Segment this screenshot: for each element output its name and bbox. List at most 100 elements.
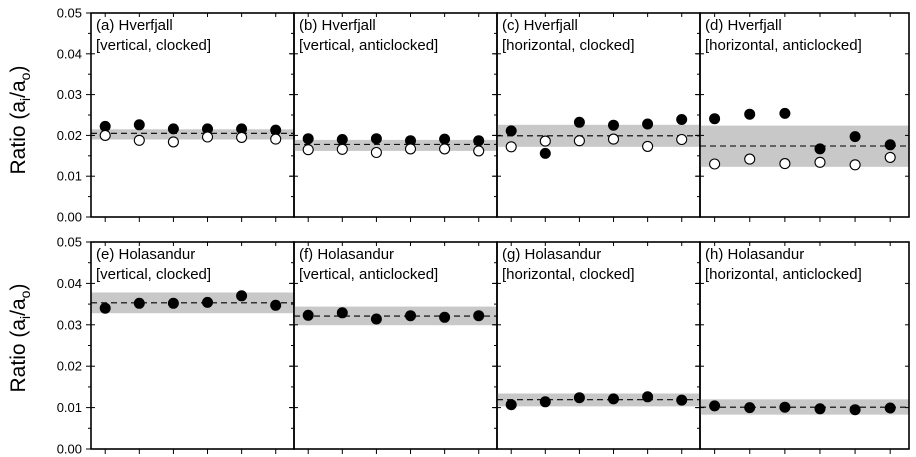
- y-tick-label: 0.04: [57, 46, 82, 61]
- y-tick-label: 0.04: [57, 276, 82, 291]
- filled-point: [99, 302, 111, 314]
- svg-text:Ratio (ai/ao): Ratio (ai/ao): [7, 66, 33, 175]
- panel-title-line1: (e) Holasandur: [96, 246, 195, 263]
- panel-title-line2: [vertical, anticlocked]: [299, 266, 438, 283]
- open-point: [201, 131, 214, 143]
- open-point: [505, 141, 517, 153]
- open-point: [302, 144, 314, 156]
- filled-point: [439, 311, 451, 323]
- y-tick-label: 0.05: [57, 6, 82, 21]
- filled-point: [270, 299, 282, 311]
- filled-point: [676, 114, 688, 125]
- panel-title-line2: [horizontal, clocked]: [502, 266, 635, 283]
- filled-point: [642, 391, 654, 403]
- filled-point: [370, 313, 382, 325]
- filled-point: [133, 119, 145, 131]
- filled-point: [814, 143, 826, 155]
- panel-title-line2: [vertical, anticlocked]: [299, 37, 438, 54]
- filled-point: [167, 123, 179, 135]
- panel-title-line1: (f) Holasandur: [299, 246, 394, 263]
- open-point: [133, 134, 145, 146]
- panel-4: (d) Hverfjall [horizontal, anticlocked]: [695, 12, 910, 222]
- open-point: [573, 135, 585, 147]
- open-point: [236, 131, 248, 143]
- panel-title-line1: (d) Hverfjall: [705, 17, 782, 34]
- filled-point: [884, 139, 896, 151]
- filled-point: [539, 396, 551, 408]
- filled-point: [302, 133, 314, 145]
- filled-point: [439, 133, 451, 145]
- filled-point: [336, 307, 348, 319]
- open-point: [814, 156, 826, 168]
- y-tick-label: 0.01: [57, 169, 82, 184]
- filled-point: [676, 394, 688, 406]
- filled-point: [744, 108, 756, 120]
- filled-point: [167, 297, 179, 309]
- open-point: [336, 143, 348, 155]
- panel-title-line2: [horizontal, clocked]: [502, 37, 635, 54]
- filled-point: [133, 297, 145, 309]
- filled-point: [539, 147, 551, 159]
- filled-point: [744, 402, 756, 414]
- panel-title-line1: (b) Hverfjall: [299, 17, 376, 34]
- panel-title-line2: [horizontal, anticlocked]: [705, 37, 862, 54]
- y-tick-label: 0.00: [57, 442, 82, 457]
- panel-title-line1: (c) Hverfjall: [502, 17, 578, 34]
- filled-point: [202, 296, 213, 308]
- filled-point: [573, 116, 585, 128]
- panel-title-line1: (g) Holasandur: [502, 246, 601, 263]
- y-tick-label: 0.03: [57, 87, 82, 102]
- filled-point: [779, 107, 791, 119]
- y-tick-label: 0.00: [57, 210, 82, 225]
- y-tick-label: 0.01: [57, 400, 82, 415]
- open-point: [404, 143, 417, 155]
- filled-point: [473, 310, 485, 322]
- panel-5: 0.00 0.01 0.02 0.03 0.04 0.05 (e) Holasandur [v…: [57, 235, 295, 457]
- open-point: [779, 158, 791, 170]
- open-point: [884, 151, 896, 163]
- panel-title-line2: [vertical, clocked]: [96, 37, 211, 54]
- filled-point: [608, 119, 619, 131]
- panel-6: (f) Holasandur [vertical, anticlocked]: [289, 241, 498, 454]
- open-point: [676, 133, 688, 146]
- open-point: [370, 146, 382, 159]
- y-tick-label: 0.02: [57, 359, 82, 374]
- uncertainty-band: [91, 129, 294, 140]
- panel-1: 0.00 0.01 0.02 0.03 0.04 0.05 (a) Hverfjall [ve…: [57, 6, 295, 225]
- open-point: [539, 135, 551, 147]
- panel-title-line2: [horizontal, anticlocked]: [705, 266, 862, 283]
- filled-point: [505, 399, 517, 411]
- uncertainty-band: [294, 139, 497, 151]
- svg-text:Ratio (ai/ao): Ratio (ai/ao): [7, 284, 33, 393]
- filled-point: [709, 400, 721, 412]
- open-point: [607, 133, 620, 145]
- panel-8: (h) Holasandur [horizontal, anticlocked]: [695, 241, 910, 454]
- panels-layer: 0.00 0.01 0.02 0.03 0.04 0.05 (a) Hverfjall [ve…: [57, 6, 910, 457]
- panel-frame: [699, 241, 910, 450]
- panel-3: (c) Hverfjall [horizontal, clocked]: [492, 12, 701, 222]
- filled-point: [236, 290, 248, 302]
- filled-point: [814, 403, 826, 415]
- filled-point: [709, 113, 721, 125]
- filled-point: [336, 134, 348, 145]
- filled-point: [370, 133, 382, 145]
- open-point: [849, 159, 861, 171]
- panel-title-line1: (h) Holasandur: [705, 246, 804, 263]
- filled-point: [405, 310, 416, 322]
- panel-title-line2: [vertical, clocked]: [96, 266, 211, 283]
- panel-title-line1: (a) Hverfjall: [96, 17, 173, 34]
- open-point: [439, 143, 451, 155]
- open-point: [642, 140, 654, 152]
- open-point: [473, 145, 485, 157]
- open-point: [744, 153, 756, 165]
- filled-point: [642, 118, 654, 130]
- panel-7: (g) Holasandur [horizontal, clocked]: [492, 241, 701, 454]
- open-point: [709, 158, 721, 170]
- y-tick-label: 0.02: [57, 128, 82, 143]
- filled-point: [573, 392, 585, 404]
- panel-frame: [699, 12, 910, 218]
- y-tick-label: 0.05: [57, 235, 82, 250]
- y-axis-title-bottom: Ratio (ai/ao): [7, 284, 33, 393]
- filled-point: [608, 393, 619, 405]
